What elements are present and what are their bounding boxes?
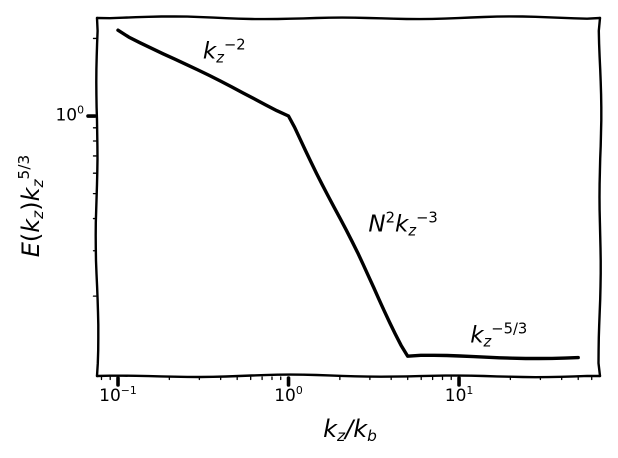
- text-piece: k: [17, 218, 45, 233]
- x-axis-label: kz/kb: [323, 415, 377, 444]
- text-piece: 10: [55, 105, 78, 126]
- text-piece: 2: [385, 209, 396, 227]
- text-piece: 10: [444, 386, 467, 406]
- text-piece: −1: [120, 384, 137, 398]
- text-piece: k: [323, 415, 338, 443]
- text-piece: k: [395, 211, 409, 238]
- plot-frame-right-spine: [597, 16, 603, 378]
- text-piece: z: [337, 427, 346, 446]
- annotation-slope-kz-minus-5-3: kz−5/3: [470, 322, 527, 351]
- text-piece: 0: [77, 103, 84, 117]
- text-piece: z: [408, 222, 417, 240]
- text-piece: /: [345, 415, 354, 443]
- text-piece: k: [17, 187, 45, 202]
- text-piece: −2: [223, 36, 246, 54]
- text-piece: b: [367, 427, 377, 446]
- y-axis-label: E(kz)kz5/3: [15, 155, 47, 258]
- text-piece: (: [17, 232, 45, 243]
- y-tick-label: 100: [55, 105, 84, 126]
- text-piece: E: [17, 242, 45, 258]
- text-piece: k: [470, 322, 484, 349]
- x-tick-label: 101: [444, 385, 474, 406]
- text-piece: 0: [295, 384, 303, 398]
- annotation-slope-kz-minus-2: kz−2: [202, 38, 246, 67]
- text-piece: N: [368, 211, 386, 238]
- text-piece: z: [216, 49, 224, 67]
- text-piece: 10: [99, 386, 121, 406]
- text-piece: 10: [274, 386, 296, 406]
- series-line-compensated-energy-spectrum: [116, 28, 580, 361]
- text-piece: k: [353, 415, 368, 443]
- text-piece: k: [202, 38, 217, 65]
- x-tick-label: 100: [274, 385, 303, 406]
- plot-frame-bottom-spine: [95, 373, 602, 379]
- text-piece: 1: [466, 384, 474, 398]
- text-piece: −5/3: [491, 320, 528, 338]
- text-piece: z: [29, 179, 48, 188]
- plot-frame-left-spine: [94, 16, 100, 378]
- text-piece: 5/3: [15, 154, 34, 180]
- x-tick-label: 10−1: [99, 385, 137, 406]
- text-piece: z: [29, 210, 48, 219]
- annotation-slope-N2-kz-minus-3: N2kz−3: [368, 211, 437, 240]
- text-piece: z: [483, 333, 492, 351]
- text-piece: −3: [416, 209, 438, 227]
- plot-frame-top-spine: [95, 15, 602, 21]
